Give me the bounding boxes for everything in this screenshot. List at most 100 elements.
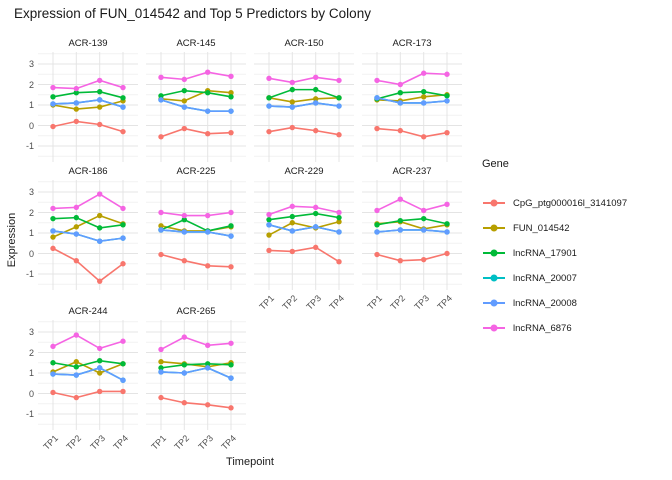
point-CpG_ptg000016l_3141097-TP2: [289, 248, 295, 255]
line-FUN_014542: [52, 360, 124, 374]
point-lncRNA_17901-TP4: [120, 95, 126, 101]
point-lncRNA_6876-TP1: [158, 209, 164, 216]
facet-title: ACR-150: [284, 38, 324, 49]
point-CpG_ptg000016l_3141097-TP1: [50, 123, 56, 130]
point-lncRNA_6876-TP4: [336, 209, 342, 216]
line-lncRNA_17901: [160, 362, 232, 369]
point-lncRNA_17901-TP1: [158, 93, 164, 99]
point-lncRNA_6876-TP2: [181, 76, 187, 83]
point-CpG_ptg000016l_3141097-TP1: [266, 247, 272, 254]
point-lncRNA_20008-TP2: [181, 104, 187, 110]
point-lncRNA_6876-TP1: [266, 75, 272, 82]
point-lncRNA_17901-TP2: [73, 90, 79, 96]
line-CpG_ptg000016l_3141097: [268, 246, 340, 263]
point-CpG_ptg000016l_3141097-TP3: [205, 131, 211, 137]
facet-ACR-265: ACR-265: [146, 306, 246, 430]
facet-title: ACR-229: [284, 166, 324, 177]
line-lncRNA_20008: [376, 229, 448, 233]
x-tick-label: TP2: [388, 293, 408, 312]
point-CpG_ptg000016l_3141097-TP4: [336, 259, 342, 265]
x-tick-label: TP1: [365, 293, 385, 312]
point-CpG_ptg000016l_3141097-TP2: [73, 394, 79, 401]
point-lncRNA_20008-TP1: [158, 97, 164, 103]
point-lncRNA_20008-TP1: [50, 101, 56, 107]
line-lncRNA_17901: [376, 90, 448, 100]
point-FUN_014542-TP2: [73, 359, 79, 365]
point-CpG_ptg000016l_3141097-TP2: [73, 118, 79, 125]
point-lncRNA_17901-TP4: [120, 361, 126, 367]
point-lncRNA_17901-TP2: [181, 362, 187, 368]
x-tick-label: TP2: [280, 293, 300, 312]
point-CpG_ptg000016l_3141097-TP4: [120, 388, 126, 395]
line-lncRNA_6876: [160, 336, 232, 351]
x-tick-label: TP2: [64, 433, 84, 452]
line-lncRNA_6876: [268, 205, 340, 216]
point-CpG_ptg000016l_3141097-TP4: [444, 250, 450, 257]
facet-ACR-237: ACR-237: [362, 166, 462, 290]
point-FUN_014542-TP3: [313, 96, 319, 102]
facet-ACR-145: ACR-145: [146, 38, 246, 162]
point-lncRNA_20008-TP4: [444, 229, 450, 235]
point-lncRNA_17901-TP3: [313, 86, 319, 93]
legend-label: lncRNA_17901: [513, 247, 577, 259]
point-FUN_014542-TP4: [228, 90, 234, 96]
x-tick-label: TP4: [435, 293, 455, 312]
y-tick-label: 1: [28, 228, 34, 238]
point-lncRNA_6876-TP2: [73, 204, 79, 211]
point-CpG_ptg000016l_3141097-TP2: [397, 257, 403, 264]
legend-key-dot: [490, 299, 498, 307]
point-FUN_014542-TP2: [181, 98, 187, 104]
line-FUN_014542: [268, 97, 340, 103]
legend-key-lncRNA_17901: [483, 249, 505, 257]
facet-title: ACR-173: [392, 38, 432, 49]
y-tick-label: 3: [28, 59, 34, 69]
point-lncRNA_6876-TP2: [181, 334, 187, 340]
facet-panel: [38, 180, 138, 290]
facet-title: ACR-237: [392, 166, 432, 177]
facet-panel: [146, 180, 246, 290]
point-lncRNA_6876-TP1: [158, 346, 164, 353]
legend-label: lncRNA_6876: [513, 322, 572, 334]
point-lncRNA_20008-TP1: [374, 229, 380, 235]
point-lncRNA_20008-TP1: [374, 95, 380, 101]
point-FUN_014542-TP2: [73, 106, 79, 112]
point-lncRNA_6876-TP4: [120, 205, 126, 212]
facet-title: ACR-145: [176, 38, 216, 49]
line-FUN_014542: [268, 220, 340, 236]
point-CpG_ptg000016l_3141097-TP4: [228, 264, 234, 270]
point-lncRNA_20008-TP4: [228, 108, 234, 114]
point-lncRNA_6876-TP2: [397, 196, 403, 202]
point-lncRNA_20008-TP2: [73, 372, 79, 378]
y-tick-label: 0: [28, 120, 34, 131]
point-lncRNA_6876-TP3: [205, 212, 211, 219]
point-CpG_ptg000016l_3141097-TP4: [228, 405, 234, 411]
point-lncRNA_17901-TP3: [205, 90, 211, 96]
point-lncRNA_6876-TP4: [336, 77, 342, 84]
point-lncRNA_20008-TP4: [336, 229, 342, 235]
point-CpG_ptg000016l_3141097-TP2: [73, 257, 79, 264]
line-lncRNA_20008: [160, 99, 231, 112]
legend-label: lncRNA_20008: [513, 297, 577, 309]
point-lncRNA_17901-TP4: [228, 223, 234, 229]
point-FUN_014542-TP2: [73, 224, 79, 230]
facet-ACR-186: ACR-186: [38, 166, 138, 290]
legend-key-CpG_ptg000016l_3141097: [483, 199, 505, 207]
line-lncRNA_6876: [268, 76, 340, 84]
point-CpG_ptg000016l_3141097-TP4: [120, 128, 126, 135]
point-lncRNA_6876-TP1: [50, 343, 56, 350]
point-lncRNA_17901-TP2: [181, 87, 187, 94]
point-lncRNA_6876-TP3: [205, 342, 211, 349]
point-lncRNA_6876-TP1: [50, 84, 56, 91]
point-FUN_014542-TP3: [97, 212, 103, 219]
legend-key-dot: [490, 249, 498, 257]
facet-panel: [362, 52, 462, 162]
legend-key-dot: [490, 274, 498, 282]
legend-key-dot: [490, 324, 498, 332]
point-CpG_ptg000016l_3141097-TP3: [313, 127, 319, 134]
point-lncRNA_17901-TP2: [397, 90, 403, 96]
point-lncRNA_17901-TP2: [289, 86, 295, 93]
point-lncRNA_6876-TP1: [266, 211, 272, 218]
point-lncRNA_20008-TP1: [266, 222, 272, 228]
y-tick-label: -1: [25, 141, 34, 151]
point-lncRNA_6876-TP3: [97, 77, 103, 84]
